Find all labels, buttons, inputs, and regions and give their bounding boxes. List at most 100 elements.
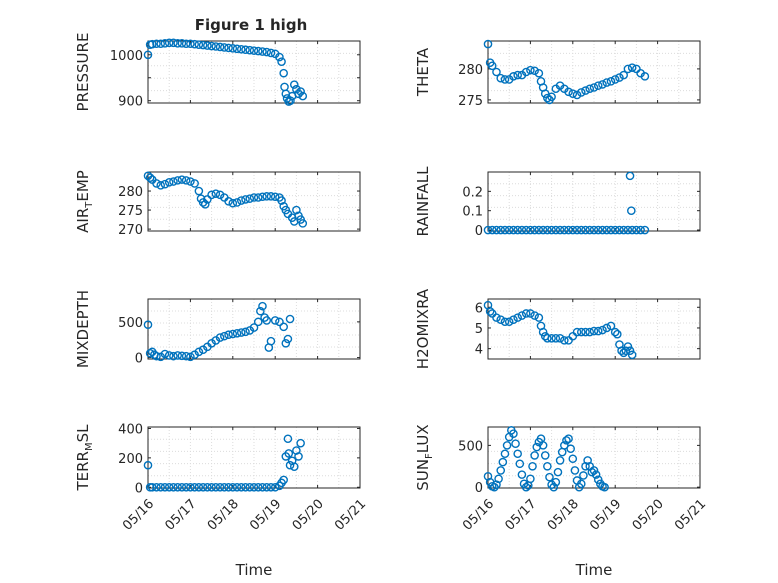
data-point	[220, 331, 229, 341]
data-point	[606, 321, 616, 331]
data-point	[266, 192, 276, 201]
data-point	[589, 466, 599, 475]
data-point	[521, 67, 531, 77]
data-point	[262, 482, 272, 492]
data-point	[547, 92, 556, 102]
data-point	[266, 48, 276, 58]
data-point	[156, 181, 166, 190]
data-point	[186, 39, 195, 49]
data-point	[224, 482, 233, 492]
data-point	[211, 42, 221, 51]
y-tick-label: 275	[458, 94, 483, 109]
data-point	[228, 482, 238, 492]
y-tick-label: 500	[458, 439, 483, 454]
data-point	[156, 482, 166, 492]
data-point	[500, 317, 510, 327]
data-point	[613, 329, 622, 339]
data-point	[587, 467, 597, 477]
data-point	[551, 225, 561, 235]
data-point	[547, 480, 556, 489]
data-point	[152, 482, 161, 492]
data-point	[496, 315, 506, 324]
y-tick-label: 200	[118, 452, 143, 467]
data-point	[283, 434, 293, 444]
data-point	[566, 444, 575, 454]
data-point	[215, 333, 225, 342]
subplot-6: 4 5 6 H2OMIXRA	[414, 288, 701, 369]
data-point	[490, 482, 499, 492]
data-point	[632, 64, 641, 74]
y-tick-label: 4	[475, 343, 483, 358]
data-point	[589, 326, 599, 336]
data-point	[600, 482, 609, 492]
data-point	[640, 225, 650, 235]
y-tick-label: 270	[118, 223, 143, 238]
data-point	[591, 470, 601, 479]
data-point	[194, 186, 204, 196]
data-point	[169, 38, 178, 48]
y-tick-label: 0.1	[462, 205, 483, 220]
data-point	[560, 441, 569, 450]
y-tick-label: 0	[475, 224, 483, 239]
data-point	[517, 225, 527, 235]
data-point	[551, 334, 561, 343]
data-point	[534, 68, 544, 78]
data-point	[530, 451, 539, 460]
y-tick-label: 0	[475, 481, 483, 496]
data-point	[232, 198, 242, 207]
data-point	[492, 313, 501, 322]
data-point	[500, 225, 510, 235]
data-point	[270, 192, 280, 202]
data-point	[232, 44, 242, 54]
y-tick-label: 1000	[110, 49, 143, 64]
data-point	[615, 73, 624, 82]
data-point	[564, 225, 573, 235]
figure-title: Figure 1 high	[195, 16, 308, 34]
data-point	[568, 225, 578, 235]
data-point	[279, 68, 288, 78]
data-point	[145, 173, 155, 183]
y-tick-label: 5	[475, 322, 483, 337]
data-point	[181, 351, 191, 361]
data-point	[534, 225, 544, 235]
data-point	[236, 328, 246, 337]
data-point	[186, 352, 195, 362]
data-point	[207, 482, 216, 492]
data-point	[615, 225, 624, 235]
data-point	[538, 441, 548, 450]
data-point	[625, 346, 635, 356]
y-tick-label: 280	[118, 185, 143, 200]
data-point	[555, 456, 565, 465]
data-point	[627, 225, 637, 235]
data-point	[526, 65, 535, 75]
data-point	[258, 301, 267, 311]
data-point	[215, 190, 225, 200]
data-point	[619, 225, 628, 235]
data-point	[181, 176, 191, 185]
data-point	[538, 225, 548, 235]
data-point	[156, 352, 166, 362]
data-point	[610, 225, 620, 235]
data-point	[266, 336, 276, 346]
data-point	[589, 225, 599, 235]
data-point	[177, 351, 187, 361]
data-point	[279, 475, 288, 485]
data-point	[570, 466, 580, 475]
data-point	[211, 482, 221, 492]
data-point	[509, 72, 518, 81]
data-point	[266, 482, 276, 492]
data-point	[515, 459, 525, 469]
data-point	[292, 84, 301, 94]
data-point	[289, 80, 299, 89]
axes-box	[147, 171, 361, 232]
data-point	[636, 225, 645, 235]
data-point	[186, 482, 195, 492]
data-point	[215, 42, 225, 52]
data-point	[492, 67, 501, 77]
data-point	[509, 315, 518, 324]
data-point	[589, 83, 599, 92]
data-point	[540, 451, 550, 460]
data-point	[585, 225, 595, 235]
data-point	[143, 320, 153, 330]
data-point	[177, 38, 187, 48]
